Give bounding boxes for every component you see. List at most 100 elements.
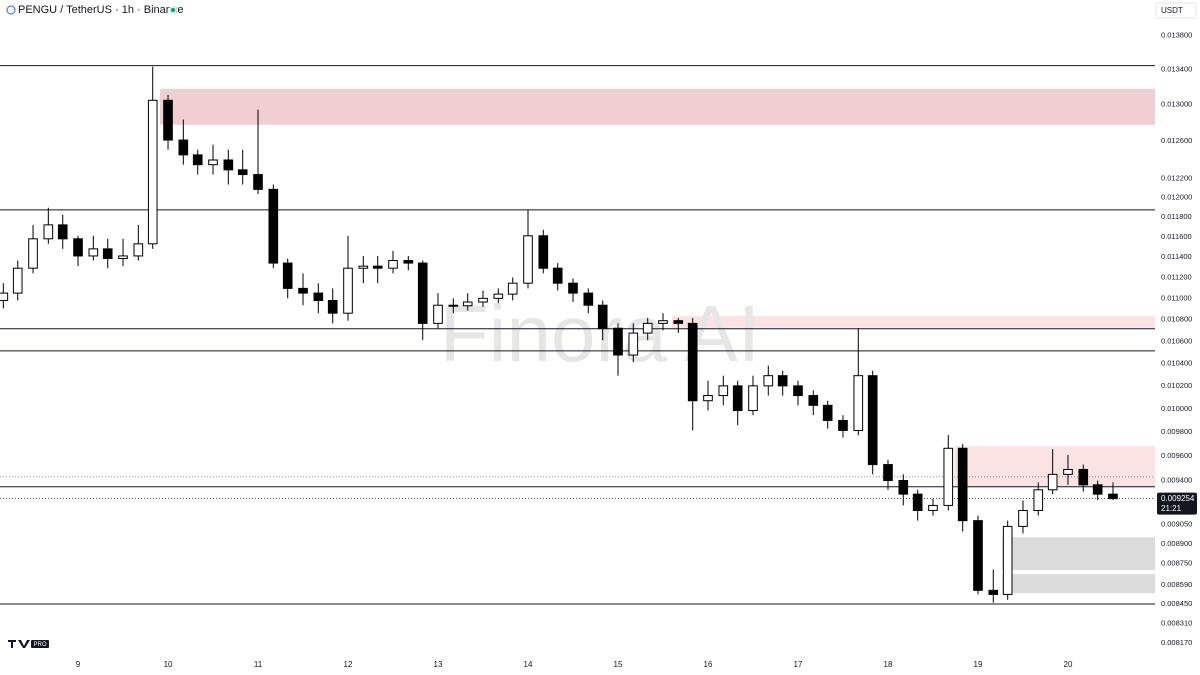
candle-body [192,154,203,166]
y-tick-label: 0.011000 [1161,293,1192,302]
candle-body [133,243,144,257]
candle-body [1108,493,1118,500]
candle-body [1092,484,1103,495]
last-price-label: 0.009254 [1161,494,1195,503]
zone [671,315,1155,328]
y-tick-label: 0.011800 [1161,212,1192,221]
x-tick-label: 13 [434,660,443,669]
candle-body [1078,468,1089,486]
y-tick-label: 0.008900 [1161,539,1192,548]
currency-box[interactable] [1155,2,1197,19]
candle-body [883,464,893,482]
zone [160,88,1155,125]
y-tick-label: 0.011400 [1161,252,1192,261]
candle-body [973,520,983,591]
candle-body [1018,509,1028,527]
candle-body [822,404,833,421]
x-tick-label: 12 [344,660,353,669]
candle-body [327,299,338,314]
symbol-icon [6,5,16,15]
price-axis-panel [1155,0,1200,675]
candle-body [583,292,594,306]
candle-body [703,395,713,402]
candle-body [268,188,279,264]
x-tick-label: 11 [254,660,263,669]
candle-body [718,385,729,397]
candle-body [673,320,684,324]
candle-body [178,139,189,156]
y-tick-label: 0.012600 [1161,136,1192,145]
candle-body [462,301,473,307]
candle-body [1002,525,1013,595]
candle-body [208,159,218,166]
candle-body [853,375,864,431]
chart-title[interactable]: PENGU / TetherUS · 1h · Binance [18,4,183,16]
status-dot [171,8,175,12]
candle-body [282,262,293,289]
candle-body [628,332,639,356]
y-tick-label: 0.009800 [1161,427,1192,436]
zone [1002,537,1155,571]
candle-body [417,262,428,324]
last-price-box [1157,492,1197,515]
candle-body [147,99,158,245]
candle-body [223,159,234,171]
x-tick-label: 19 [974,660,983,669]
logo-badge [31,640,49,648]
candle-body [57,224,68,240]
x-tick-label: 20 [1064,660,1073,669]
logo-text: PRO [33,642,46,648]
y-tick-label: 0.008450 [1161,599,1192,608]
candle-body [73,238,83,257]
y-tick-label: 0.009400 [1161,475,1192,484]
candle-body [687,322,698,402]
candle-body [358,265,369,269]
logo-mark [8,640,30,648]
y-tick-label: 0.008170 [1161,638,1192,647]
candle-body [507,282,518,295]
countdown: 21:21 [1161,504,1182,513]
candle-body [957,447,968,522]
zone [1002,574,1155,594]
candle-body [867,375,878,466]
y-tick-label: 0.010800 [1161,315,1192,324]
y-tick-label: 0.010200 [1161,381,1192,390]
y-tick-label: 0.011600 [1161,232,1192,241]
candle-body [237,169,248,176]
y-tick-label: 0.009050 [1161,519,1192,528]
candle-body [808,395,819,406]
candle-body [343,267,353,314]
watermark: Finora AI [440,289,760,378]
candle-body [433,304,443,324]
y-tick-label: 0.009600 [1161,451,1192,460]
y-tick-label: 0.011200 [1161,272,1192,281]
y-tick-label: 0.012000 [1161,193,1192,202]
candle-body [403,260,414,264]
y-tick-label: 0.012200 [1161,173,1192,182]
y-tick-label: 0.008590 [1161,580,1192,589]
axes: 0.013800 0.013400 0.013000 0.012600 0.012200… [76,31,1197,669]
candle-body [748,385,758,412]
candle-body [658,320,668,324]
x-tick-label: 16 [704,660,713,669]
y-tick-label: 0.008310 [1161,618,1192,627]
candle-body [493,293,504,299]
candle-body [568,282,578,294]
candle-body [552,267,563,284]
x-tick-label: 17 [794,660,803,669]
candle-body [0,292,9,301]
candle-body [642,322,653,334]
candle-body [763,375,774,387]
x-tick-label: 10 [164,660,173,669]
y-tick-label: 0.013000 [1161,100,1192,109]
candle-body [163,99,173,141]
candles [0,66,1118,603]
time-axis-panel [0,655,1200,675]
x-tick-label: 9 [76,660,81,669]
candle-body [372,265,383,269]
y-tick-label: 0.013400 [1161,65,1192,74]
currency[interactable]: USDT [1161,6,1183,15]
candle-body [793,385,803,397]
zones [160,88,1155,594]
candle-body [298,287,308,294]
